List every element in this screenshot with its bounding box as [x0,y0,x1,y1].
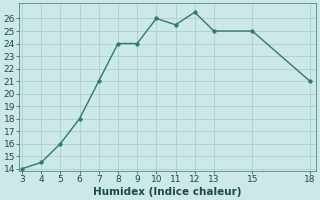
X-axis label: Humidex (Indice chaleur): Humidex (Indice chaleur) [93,187,242,197]
